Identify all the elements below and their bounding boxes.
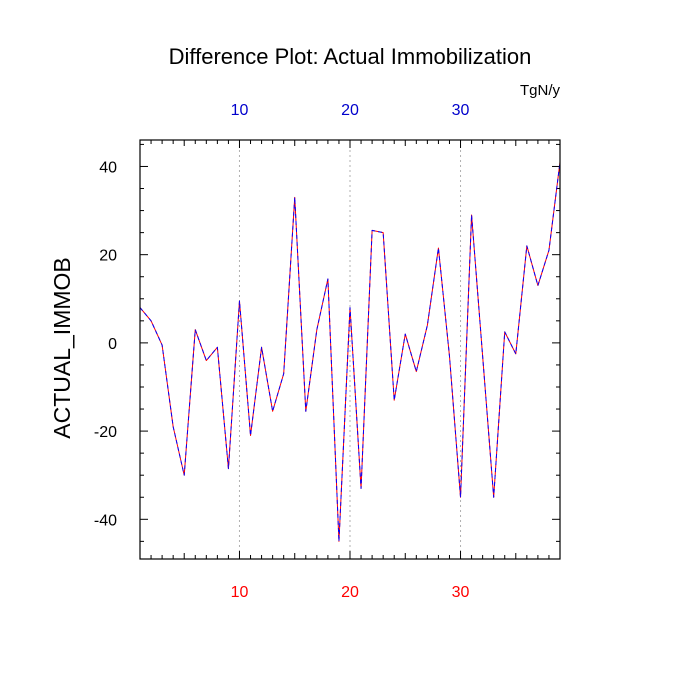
x-tick-label-top-20: 20 bbox=[341, 102, 359, 119]
data-series bbox=[139, 161, 561, 542]
major-ticks bbox=[140, 140, 560, 559]
series-line-blue bbox=[139, 161, 561, 542]
x-tick-label-top-10: 10 bbox=[231, 102, 249, 119]
minor-ticks bbox=[140, 140, 560, 559]
y-axis-label: ACTUAL_IMMOB bbox=[49, 257, 75, 438]
x-tick-label-top-30: 30 bbox=[452, 102, 470, 119]
units-label: TgN/y bbox=[520, 82, 561, 99]
x-tick-label-bottom-20: 20 bbox=[341, 584, 359, 601]
y-tick-label-0: 0 bbox=[108, 336, 117, 353]
chart-title: Difference Plot: Actual Immobilization bbox=[169, 44, 532, 69]
y-tick-label--20: -20 bbox=[94, 424, 117, 441]
x-tick-label-bottom-10: 10 bbox=[231, 584, 249, 601]
plot-frame bbox=[139, 139, 561, 560]
tick-labels: 10 20 30 10 20 30 -40 -20 0 20 40 bbox=[94, 102, 470, 601]
x-tick-label-bottom-30: 30 bbox=[452, 584, 470, 601]
y-tick-label-20: 20 bbox=[99, 248, 117, 265]
y-tick-label-40: 40 bbox=[99, 159, 117, 176]
y-tick-label--40: -40 bbox=[94, 512, 117, 529]
